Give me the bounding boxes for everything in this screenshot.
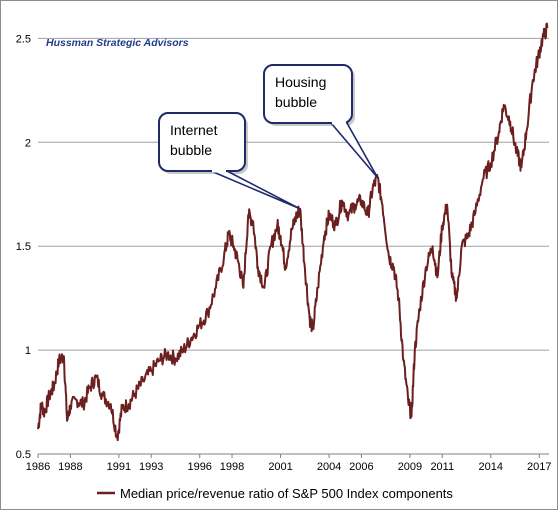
y-tick-label: 1 (25, 345, 31, 357)
callout-pointer (330, 122, 379, 179)
y-tick-label: 2.5 (16, 33, 31, 45)
callout-text-line: Housing (275, 74, 326, 90)
callout-text-line: bubble (170, 142, 212, 158)
x-tick-label: 2006 (349, 461, 373, 473)
callout-box (263, 64, 353, 124)
axis-layer: 0.5 1 1.5 2 2.5 1986 1988 1991 1993 1996 1998 2001 2… (16, 33, 552, 473)
x-tick-label: 2011 (430, 461, 454, 473)
series-layer (37, 22, 549, 442)
x-tick-label: 2001 (268, 461, 292, 473)
x-tick-label: 2009 (398, 461, 422, 473)
legend-label: Median price/revenue ratio of S&P 500 In… (120, 486, 453, 501)
x-tick-label: 2017 (527, 461, 551, 473)
callout-pointer (210, 170, 301, 210)
y-tick-label: 0.5 (16, 449, 31, 461)
y-tick-label: 1.5 (16, 241, 31, 253)
callout-layer: Internet bubble Housing bubble (158, 64, 379, 210)
x-tick-label: 2014 (479, 461, 503, 473)
y-tick-label: 2 (25, 137, 31, 149)
x-tick-label: 1991 (107, 461, 131, 473)
x-tick-label: 1996 (187, 461, 211, 473)
watermark-text: Hussman Strategic Advisors (46, 37, 189, 49)
legend: Median price/revenue ratio of S&P 500 In… (97, 486, 453, 501)
callout-text-line: Internet (170, 122, 218, 138)
callout-1: Housing bubble (263, 64, 379, 179)
x-tick-label: 1988 (58, 461, 82, 473)
x-tick-label: 1998 (220, 461, 244, 473)
callout-0: Internet bubble (158, 112, 301, 210)
callout-text-line: bubble (275, 94, 317, 110)
x-tick-label: 1993 (139, 461, 163, 473)
series-line-0 (37, 22, 549, 442)
x-tick-label: 2004 (317, 461, 341, 473)
x-tick-label: 1986 (26, 461, 50, 473)
callout-box (158, 112, 246, 172)
